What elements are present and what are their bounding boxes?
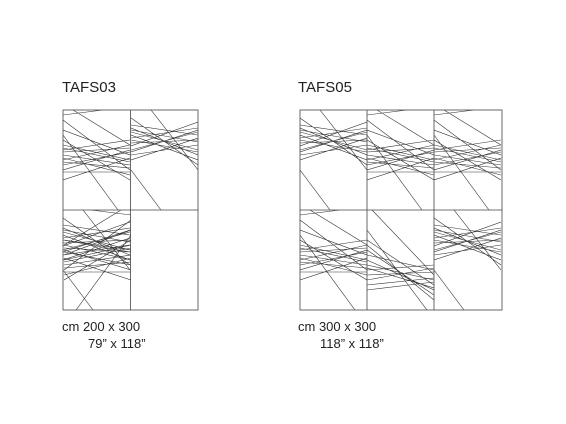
size-cm: cm 300 x 300 bbox=[298, 319, 376, 334]
panel-diagram bbox=[299, 109, 503, 311]
size-in: 79” x 118” bbox=[88, 336, 146, 351]
size-in: 118” x 118” bbox=[320, 336, 384, 351]
panel-diagram bbox=[62, 109, 199, 311]
item-tafs03: TAFS03 cm 200 x 300 79” x 118” bbox=[62, 79, 199, 351]
size-cm: cm 200 x 300 bbox=[62, 319, 140, 334]
item-code: TAFS03 bbox=[62, 79, 116, 96]
item-code: TAFS05 bbox=[298, 79, 352, 96]
item-tafs05: TAFS05 cm 300 x 300 118” x 118” bbox=[298, 79, 503, 351]
